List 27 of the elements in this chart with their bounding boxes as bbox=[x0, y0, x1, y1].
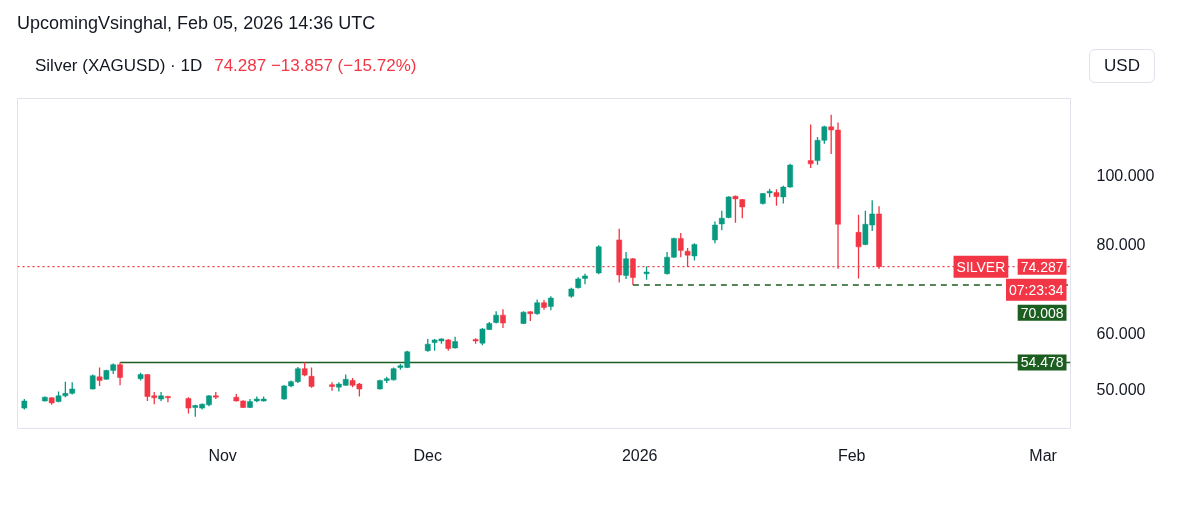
data-label: 70.008 bbox=[1020, 304, 1064, 321]
annotation: 74.287 bbox=[1020, 258, 1064, 275]
y-tick-label: 50.000 bbox=[1096, 381, 1146, 398]
y-tick-label: 80.000 bbox=[1096, 235, 1146, 253]
x-tick-label: Nov bbox=[208, 446, 237, 464]
candlestick bbox=[117, 361, 123, 386]
x-tick-label: Mar bbox=[1029, 446, 1058, 464]
candlestick bbox=[500, 308, 506, 329]
x-tick-label: Dec bbox=[413, 446, 442, 464]
candlestick bbox=[677, 232, 684, 258]
x-tick-label: 2026 bbox=[621, 446, 658, 464]
candlestick bbox=[329, 381, 335, 392]
y-tick-label: 60.000 bbox=[1096, 324, 1146, 342]
chart-title: Silver (XAGUSD) · 1D bbox=[35, 56, 203, 75]
candlestick bbox=[308, 366, 315, 389]
ref-line-label: SILVER bbox=[956, 258, 1006, 275]
candlestick bbox=[807, 123, 814, 169]
x-tick-label: Feb bbox=[837, 446, 866, 464]
data-label: 54.478 bbox=[1020, 354, 1064, 371]
chart-subtitle: 74.287 −13.857 (−15.72%) bbox=[214, 56, 417, 75]
annotation: 07:23:34 bbox=[1009, 281, 1064, 298]
candlestick bbox=[623, 251, 629, 280]
text: UpcomingVsinghal, Feb 05, 2026 14:36 UTC bbox=[16, 12, 376, 35]
y-axis-title: USD bbox=[1089, 49, 1155, 84]
candlestick bbox=[165, 395, 171, 403]
y-tick-label: 100.000 bbox=[1096, 166, 1155, 184]
candlestick bbox=[96, 366, 103, 387]
